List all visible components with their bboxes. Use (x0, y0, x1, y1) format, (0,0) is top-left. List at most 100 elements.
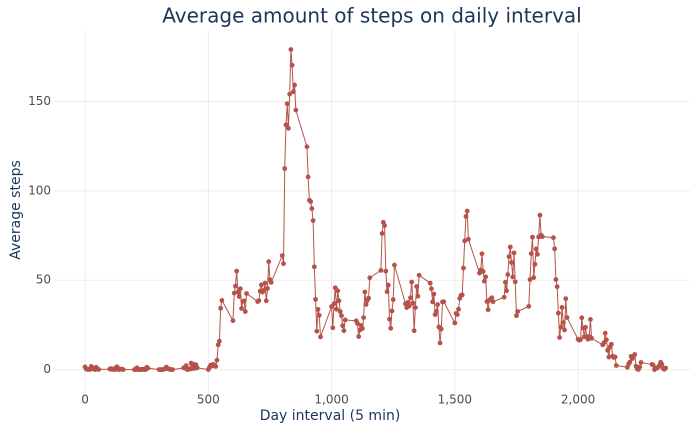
data-point (258, 282, 264, 288)
y-axis-title: Average steps (8, 160, 24, 260)
data-point (366, 295, 371, 301)
data-point (331, 301, 337, 307)
data-point (214, 357, 220, 363)
data-point (336, 298, 342, 304)
data-point (217, 338, 222, 344)
data-point (613, 363, 619, 368)
data-point (551, 235, 556, 241)
data-point (502, 279, 508, 285)
data-point (410, 300, 416, 306)
data-point (489, 295, 495, 301)
data-point (562, 327, 567, 333)
data-point (362, 289, 368, 295)
data-point (268, 279, 274, 285)
data-point (504, 288, 509, 294)
data-point (290, 89, 296, 95)
data-point (236, 294, 242, 299)
data-point (459, 292, 465, 298)
x-tick-label: 0 (81, 393, 89, 407)
data-point (632, 352, 638, 357)
data-point (378, 268, 384, 273)
data-point (583, 324, 588, 330)
data-point (462, 238, 468, 244)
data-point (430, 299, 436, 305)
y-tick-label: 150 (28, 94, 51, 108)
data-point (452, 320, 458, 326)
data-point (535, 251, 540, 257)
data-point (557, 335, 562, 340)
data-point (230, 318, 236, 324)
data-point (531, 275, 537, 280)
data-point (558, 324, 564, 330)
data-point (552, 246, 558, 252)
data-point (588, 316, 593, 322)
data-point (145, 365, 151, 371)
data-point (318, 334, 323, 340)
data-point (383, 268, 389, 274)
data-point (663, 365, 668, 371)
data-point (559, 305, 565, 310)
data-point (408, 295, 413, 301)
data-point (514, 313, 519, 319)
data-point (537, 212, 543, 218)
data-point (235, 289, 241, 295)
data-point (363, 301, 369, 307)
data-point (342, 317, 348, 323)
data-point (241, 298, 247, 304)
data-point (464, 208, 470, 214)
data-point (390, 297, 396, 302)
x-tick-label: 2,000 (561, 393, 595, 407)
data-point (532, 261, 538, 267)
data-point (330, 325, 336, 331)
data-point (262, 280, 268, 286)
data-point (183, 363, 189, 369)
x-tick-label: 1,000 (314, 393, 348, 407)
y-tick-label: 50 (36, 273, 51, 287)
data-point (382, 223, 387, 228)
data-point (310, 218, 316, 223)
data-point (512, 279, 518, 285)
data-point (315, 306, 321, 312)
data-point (465, 236, 471, 242)
data-point (213, 363, 219, 369)
data-point (627, 359, 633, 365)
data-point (482, 278, 487, 284)
data-point (96, 367, 102, 372)
data-point (237, 286, 243, 292)
data-point (385, 282, 391, 288)
data-point (234, 268, 240, 274)
data-point (412, 305, 418, 310)
data-point (311, 264, 317, 270)
data-point (304, 144, 310, 150)
data-point (305, 174, 311, 180)
data-point (528, 251, 534, 257)
data-point (441, 299, 447, 305)
data-point (555, 310, 561, 316)
data-point (608, 341, 614, 347)
data-point (387, 316, 392, 322)
data-point (309, 206, 315, 211)
data-point (286, 125, 291, 131)
data-point (367, 275, 373, 281)
data-point (170, 367, 175, 373)
data-point (415, 293, 421, 299)
data-point (242, 309, 248, 314)
data-point (438, 326, 444, 332)
data-point (515, 309, 521, 314)
data-point (314, 328, 320, 334)
x-axis-title: Day interval (5 min) (260, 408, 401, 424)
data-point (265, 286, 270, 291)
data-point (435, 302, 440, 307)
data-point (604, 337, 609, 343)
data-point (511, 250, 517, 256)
x-tick-label: 500 (197, 393, 220, 407)
data-point (293, 107, 299, 113)
data-point (485, 307, 491, 313)
data-point (480, 269, 486, 274)
data-point (429, 286, 434, 292)
data-point (335, 288, 341, 294)
data-point (334, 306, 339, 312)
data-point (284, 101, 290, 107)
data-point (533, 246, 539, 252)
